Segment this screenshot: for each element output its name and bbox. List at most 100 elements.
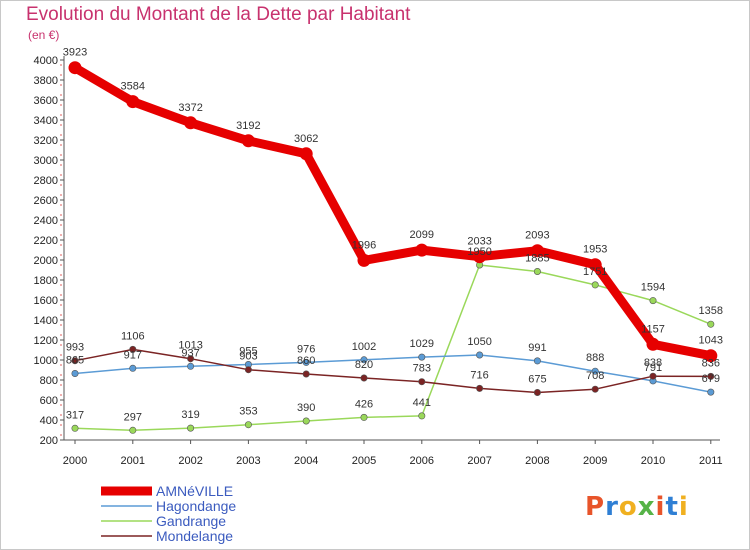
data-label: 860 [297,355,315,367]
y-tick-label: 3000 [34,155,58,167]
data-label: 937 [181,347,199,359]
data-point [187,362,195,370]
legend-label: Gandrange [156,513,226,529]
chart-title: Evolution du Montant de la Dette par Hab… [26,4,411,25]
data-label: 297 [124,411,142,423]
data-point [244,366,252,374]
data-label: 1043 [699,335,723,347]
data-label: 1157 [641,323,665,335]
data-point [241,134,255,148]
y-tick-label: 600 [40,395,58,407]
data-label: 3192 [236,120,260,132]
data-label: 993 [66,342,84,354]
data-point [129,426,137,434]
data-point [71,369,79,377]
x-tick-label: 2008 [525,455,549,467]
data-point [187,424,195,432]
data-point [360,356,368,364]
y-tick-label: 1200 [34,335,58,347]
logo-letter: i [655,492,666,522]
data-point [71,357,79,365]
data-point [533,267,541,275]
y-tick-label: 1600 [34,295,58,307]
data-point [129,364,137,372]
data-label: 2093 [525,230,549,242]
data-point [649,372,657,380]
y-tick-label: 2400 [34,215,58,227]
x-tick-label: 2005 [352,455,376,467]
data-point [476,351,484,359]
legend-label: AMNéVILLE [156,483,233,499]
data-label: 838 [644,357,662,369]
y-tick-label: 3400 [34,115,58,127]
series-layer [68,61,718,434]
x-tick-label: 2010 [641,455,665,467]
y-tick-label: 1000 [34,355,58,367]
data-label: 3062 [294,133,318,145]
data-label: 319 [181,409,199,421]
y-tick-label: 1400 [34,315,58,327]
y-tick-label: 3200 [34,135,58,147]
data-label: 1050 [467,336,491,348]
x-tick-label: 2009 [583,455,607,467]
data-label: 991 [528,342,546,354]
data-label: 1594 [641,282,665,294]
data-label: 2033 [467,236,491,248]
y-tick-label: 400 [40,415,58,427]
data-point [68,61,82,75]
legend-label: Mondelange [156,528,233,544]
data-label: 836 [702,357,720,369]
data-point [533,357,541,365]
data-label: 955 [239,346,257,358]
y-tick-label: 2600 [34,195,58,207]
data-point [71,424,79,432]
series-line-hagondange [74,354,711,393]
data-label: 1002 [352,341,376,353]
data-point [129,345,137,353]
x-tick-label: 2007 [467,455,491,467]
data-point [187,355,195,363]
x-tick-label: 2002 [178,455,202,467]
data-label: 1029 [410,338,434,350]
x-tick-label: 2003 [236,455,260,467]
data-label: 1950 [467,246,491,258]
data-label: 3372 [178,102,202,114]
y-tick-label: 2000 [34,255,58,267]
data-point [415,243,429,257]
data-label: 716 [470,369,488,381]
data-point [591,367,599,375]
data-point [707,320,715,328]
x-tick-label: 2006 [410,455,434,467]
y-tick-label: 2800 [34,175,58,187]
data-label: 820 [355,359,373,371]
data-labels: 317 297 319 353 390 426 441 1950 1885 1751 1594 135… [63,47,723,424]
data-label: 317 [66,409,84,421]
data-point [302,417,310,425]
data-point [533,388,541,396]
logo-letter: x [637,492,656,522]
data-point [707,372,715,380]
data-label: 353 [239,406,257,418]
y-tick-label: 200 [40,435,58,447]
data-point [646,337,660,351]
data-point [591,281,599,289]
data-point [418,412,426,420]
y-tick-label: 4000 [34,55,58,67]
data-point [302,370,310,378]
data-label: 390 [297,402,315,414]
logo-letter: t [665,492,679,522]
y-tick-label: 1800 [34,275,58,287]
data-label: 1996 [352,239,376,251]
data-label: 783 [413,363,431,375]
data-label: 679 [702,373,720,385]
data-label: 1953 [583,244,607,256]
unit-label: (en €) [28,28,60,42]
data-point [704,349,718,363]
data-point [588,258,602,272]
data-label: 426 [355,398,373,410]
data-label: 976 [297,343,315,355]
data-label: 903 [239,351,257,363]
data-label: 1885 [525,253,549,265]
